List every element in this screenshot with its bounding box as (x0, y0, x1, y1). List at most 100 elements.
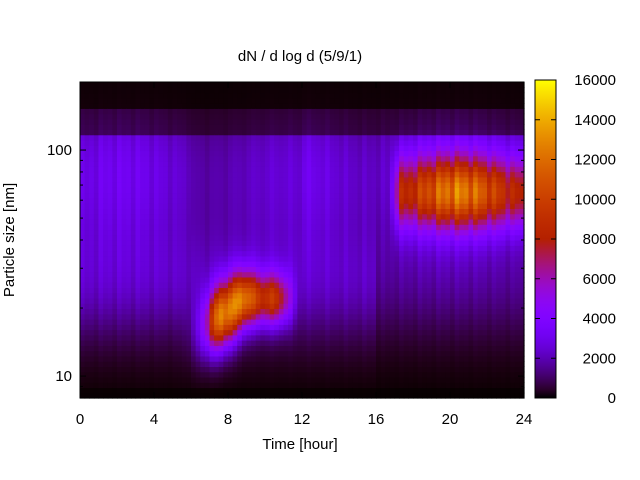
heatmap-cell (403, 97, 409, 104)
heatmap-cell (343, 139, 349, 146)
heatmap-cell (232, 213, 238, 220)
heatmap-cell (334, 97, 340, 104)
heatmap-cell (163, 340, 169, 346)
heatmap-cell (352, 129, 359, 136)
heatmap-cell (440, 266, 446, 273)
heatmap-cell (302, 213, 308, 220)
heatmap-cell (223, 287, 229, 294)
heatmap-cell (376, 187, 382, 194)
heatmap-cell (214, 334, 220, 341)
heatmap-cell (265, 229, 271, 236)
heatmap-cell (445, 92, 451, 99)
heatmap-cell (278, 313, 285, 320)
heatmap-cell (232, 261, 238, 267)
heatmap-cell (237, 387, 243, 394)
heatmap-cell (107, 276, 113, 283)
heatmap-cell (255, 255, 261, 262)
heatmap-cell (380, 287, 386, 294)
heatmap-cell (431, 82, 437, 88)
heatmap-cell (357, 218, 363, 225)
heatmap-cell (126, 334, 132, 341)
heatmap-cell (440, 187, 446, 194)
heatmap-cell (454, 208, 460, 215)
heatmap-cell (403, 324, 409, 331)
heatmap-cell (422, 345, 428, 352)
heatmap-cell (232, 113, 238, 120)
heatmap-cell (417, 382, 423, 389)
heatmap-cell (408, 392, 414, 399)
heatmap-cell (237, 308, 243, 315)
heatmap-cell (107, 176, 113, 183)
heatmap-cell (306, 240, 312, 246)
heatmap-cell (376, 324, 382, 331)
heatmap-cell (440, 392, 446, 399)
heatmap-cell (431, 255, 437, 262)
heatmap-cell (403, 266, 409, 273)
heatmap-cell (237, 261, 243, 267)
heatmap-cell (135, 355, 141, 362)
heatmap-cell (459, 192, 465, 199)
heatmap-cell (436, 376, 442, 383)
heatmap-cell (385, 218, 391, 225)
heatmap-cell (218, 261, 224, 267)
heatmap-cell (218, 87, 224, 94)
heatmap-cell (112, 187, 118, 194)
heatmap-cell (218, 187, 224, 194)
heatmap-cell (269, 166, 275, 173)
heatmap-cell (297, 192, 303, 199)
heatmap-cell (306, 355, 312, 362)
heatmap-cell (417, 218, 423, 225)
heatmap-cell (431, 308, 437, 315)
heatmap-cell (228, 161, 234, 167)
heatmap-cell (348, 361, 354, 367)
heatmap-cell (357, 150, 363, 157)
heatmap-cell (348, 292, 354, 299)
heatmap-cell (93, 261, 100, 267)
heatmap-cell (223, 345, 229, 352)
heatmap-cell (80, 82, 86, 88)
heatmap-cell (241, 103, 248, 109)
heatmap-cell (191, 271, 197, 278)
heatmap-cell (371, 308, 377, 315)
heatmap-cell (376, 118, 382, 125)
heatmap-cell (440, 176, 446, 183)
heatmap-cell (278, 319, 285, 325)
heatmap-cell (343, 213, 349, 220)
heatmap-cell (334, 208, 340, 215)
heatmap-cell (154, 218, 160, 225)
heatmap-cell (265, 92, 271, 99)
heatmap-cell (436, 392, 442, 399)
heatmap-cell (302, 82, 308, 88)
heatmap-cell (380, 182, 386, 188)
heatmap-cell (103, 113, 109, 120)
heatmap-cell (288, 240, 294, 246)
heatmap-cell (329, 340, 335, 346)
heatmap-cell (329, 113, 335, 120)
heatmap-cell (172, 224, 178, 231)
heatmap-cell (163, 345, 169, 352)
heatmap-cell (246, 97, 252, 104)
heatmap-cell (366, 282, 372, 288)
heatmap-cell (320, 203, 326, 209)
heatmap-cell (413, 208, 419, 215)
heatmap-cell (251, 129, 257, 136)
heatmap-cell (112, 213, 118, 220)
heatmap-cell (89, 245, 95, 252)
heatmap-cell (237, 319, 243, 325)
heatmap-cell (195, 361, 201, 367)
heatmap-cell (283, 345, 289, 352)
heatmap-cell (144, 240, 150, 246)
heatmap-cell (121, 240, 127, 246)
heatmap-cell (195, 145, 201, 152)
heatmap-cell (274, 82, 280, 88)
heatmap-cell (80, 171, 86, 178)
heatmap-cell (389, 292, 396, 299)
heatmap-cell (214, 255, 220, 262)
heatmap-cell (325, 208, 331, 215)
heatmap-cell (204, 218, 211, 225)
heatmap-cell (98, 234, 104, 241)
heatmap-cell (394, 297, 400, 304)
heatmap-cell (121, 250, 127, 257)
heatmap-cell (380, 313, 386, 320)
heatmap-cell (450, 229, 456, 236)
